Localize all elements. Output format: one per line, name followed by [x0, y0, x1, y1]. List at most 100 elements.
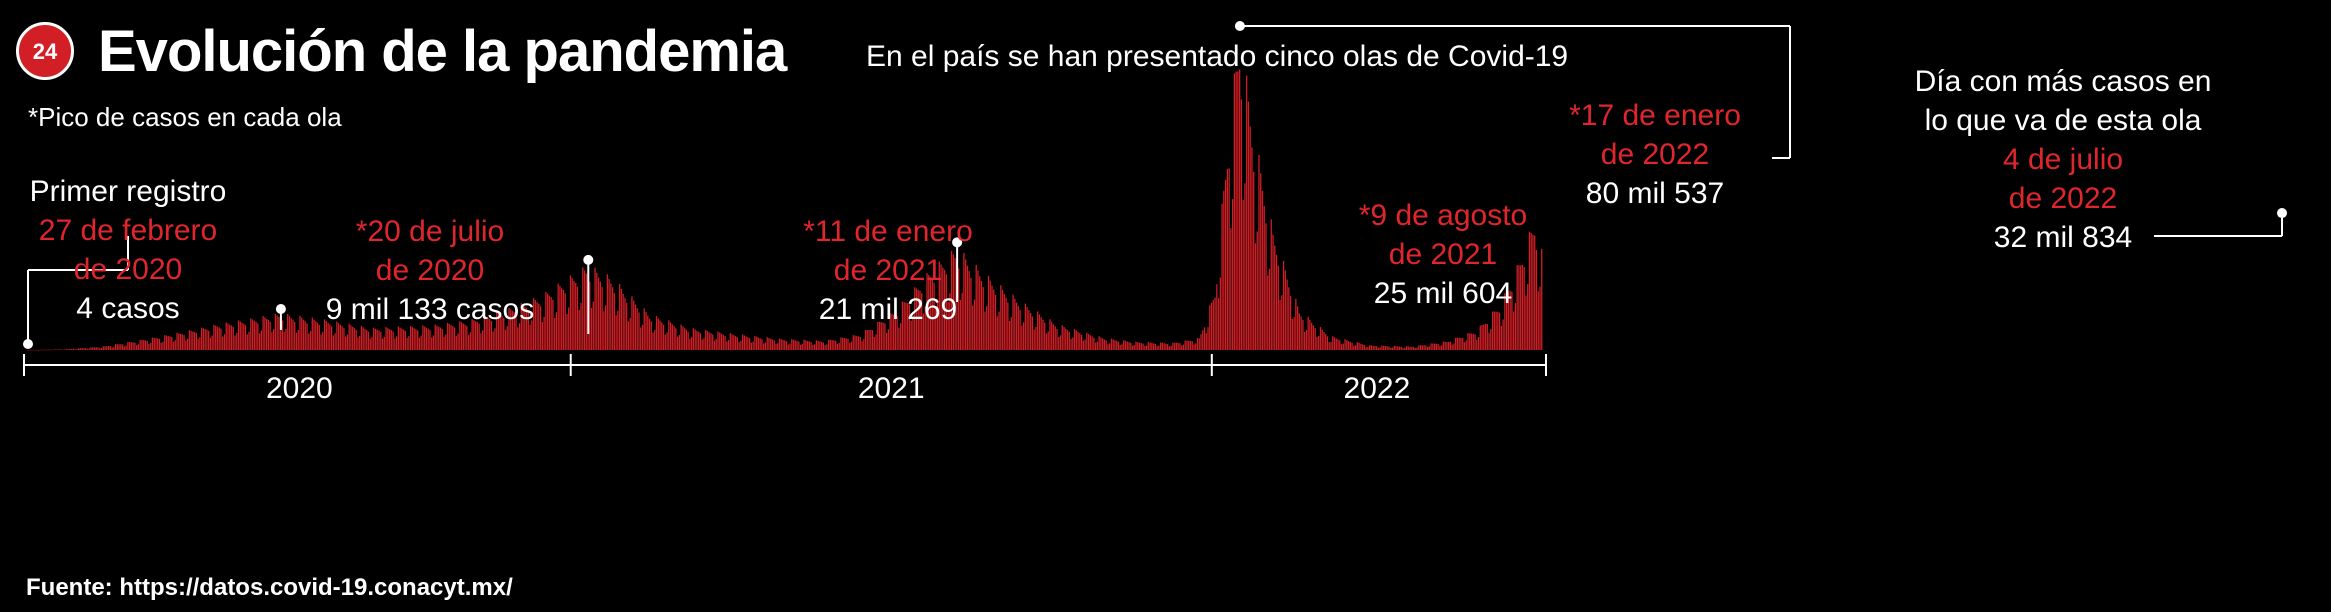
daily-case-bar — [1001, 289, 1004, 350]
daily-case-bar — [613, 293, 616, 350]
daily-case-bar — [945, 274, 947, 350]
daily-case-bar — [1184, 340, 1186, 350]
daily-case-bar — [1326, 336, 1329, 350]
daily-case-bar — [1435, 343, 1437, 350]
daily-case-bar — [290, 318, 292, 350]
daily-case-bar — [1000, 285, 1002, 350]
daily-case-bar — [352, 326, 354, 350]
daily-case-bar — [691, 337, 693, 350]
daily-case-bar — [1019, 310, 1021, 350]
daily-case-bar — [629, 317, 631, 350]
daily-case-bar — [740, 340, 742, 350]
daily-case-bar — [1202, 330, 1204, 350]
daily-case-bar — [1282, 260, 1285, 350]
daily-case-bar — [1161, 342, 1163, 350]
daily-case-bar — [1279, 300, 1281, 350]
daily-case-bar — [1017, 305, 1019, 350]
daily-case-bar — [422, 325, 424, 350]
daily-case-bar — [144, 340, 147, 350]
daily-case-bar — [822, 342, 825, 350]
daily-case-bar — [1116, 340, 1118, 350]
daily-case-bar — [267, 320, 270, 350]
daily-case-bar — [659, 320, 661, 350]
daily-case-bar — [334, 333, 336, 350]
annotation-wave5: Día con más casos en lo que va de esta o… — [1898, 62, 2228, 257]
daily-case-bar — [775, 344, 777, 350]
annotation-first-case: Primer registro 27 de febrero de 2020 4 … — [18, 172, 238, 328]
daily-case-bar — [69, 349, 71, 350]
daily-case-bar — [1281, 295, 1283, 350]
daily-case-bar — [1102, 338, 1104, 350]
daily-case-bar — [134, 342, 136, 350]
daily-case-bar — [1075, 330, 1077, 350]
daily-case-bar — [183, 335, 185, 350]
daily-case-bar — [1007, 302, 1009, 350]
annotation-wave5-date2: de 2022 — [2008, 182, 2118, 215]
daily-case-bar — [664, 334, 666, 350]
daily-case-bar — [1003, 294, 1005, 350]
daily-case-bar — [1253, 171, 1255, 350]
daily-case-bar — [1537, 291, 1539, 350]
daily-case-bar — [972, 305, 974, 350]
daily-case-bar — [1532, 234, 1534, 350]
daily-case-bar — [431, 337, 433, 350]
daily-case-bar — [429, 330, 431, 350]
daily-case-bar — [220, 328, 222, 350]
daily-case-bar — [406, 338, 408, 350]
daily-case-bar — [1035, 326, 1037, 350]
daily-case-bar — [339, 324, 342, 350]
daily-case-bar — [424, 326, 426, 350]
daily-case-bar — [1105, 340, 1107, 350]
daily-case-bar — [1506, 292, 1508, 350]
daily-case-bar — [225, 322, 227, 350]
annotation-wave5-value: 32 mil 834 — [1993, 221, 2133, 254]
daily-case-bar — [698, 331, 700, 350]
daily-case-bar — [915, 288, 918, 350]
annotation-wave3-value: 25 mil 604 — [1373, 277, 1513, 310]
daily-case-bar — [669, 322, 672, 350]
daily-case-bar — [1384, 346, 1387, 350]
daily-case-bar — [34, 349, 36, 351]
daily-case-bar — [478, 323, 480, 350]
daily-case-bar — [55, 349, 57, 350]
daily-case-bar — [900, 322, 902, 350]
daily-case-bar — [151, 337, 154, 350]
daily-case-bar — [236, 332, 238, 350]
daily-case-bar — [1516, 264, 1518, 350]
daily-case-bar — [251, 319, 254, 350]
daily-case-bar — [1095, 342, 1097, 350]
daily-case-bar — [534, 300, 536, 350]
daily-case-bar — [1402, 348, 1404, 350]
daily-case-bar — [666, 332, 668, 350]
daily-case-bar — [476, 322, 479, 350]
daily-case-bar — [179, 333, 182, 350]
daily-case-bar — [139, 339, 141, 350]
daily-case-bar — [329, 324, 331, 350]
daily-case-bar — [141, 340, 143, 350]
daily-case-bar — [1165, 343, 1167, 350]
daily-case-bar — [360, 325, 363, 350]
daily-case-bar — [320, 334, 322, 350]
daily-case-bar — [699, 333, 702, 350]
daily-case-bar — [316, 322, 319, 350]
daily-case-bar — [1135, 341, 1137, 350]
daily-case-bar — [234, 335, 236, 350]
daily-case-bar — [950, 250, 953, 350]
daily-case-bar — [1080, 334, 1083, 350]
year-label-2022: 2022 — [1344, 372, 1411, 405]
daily-case-bar — [747, 337, 749, 350]
daily-case-bar — [1044, 322, 1046, 350]
daily-case-bar — [1159, 342, 1162, 350]
daily-case-bar — [777, 343, 779, 350]
daily-case-bar — [806, 340, 809, 350]
daily-case-bar — [485, 316, 487, 350]
daily-case-bar — [274, 313, 277, 350]
daily-case-bar — [1163, 343, 1165, 350]
daily-case-bar — [172, 341, 175, 350]
daily-case-bar — [487, 318, 489, 350]
daily-case-bar — [262, 316, 264, 350]
daily-case-bar — [443, 336, 445, 350]
daily-case-bar — [1428, 346, 1430, 350]
daily-case-bar — [1233, 73, 1236, 350]
daily-case-bar — [1419, 345, 1422, 350]
